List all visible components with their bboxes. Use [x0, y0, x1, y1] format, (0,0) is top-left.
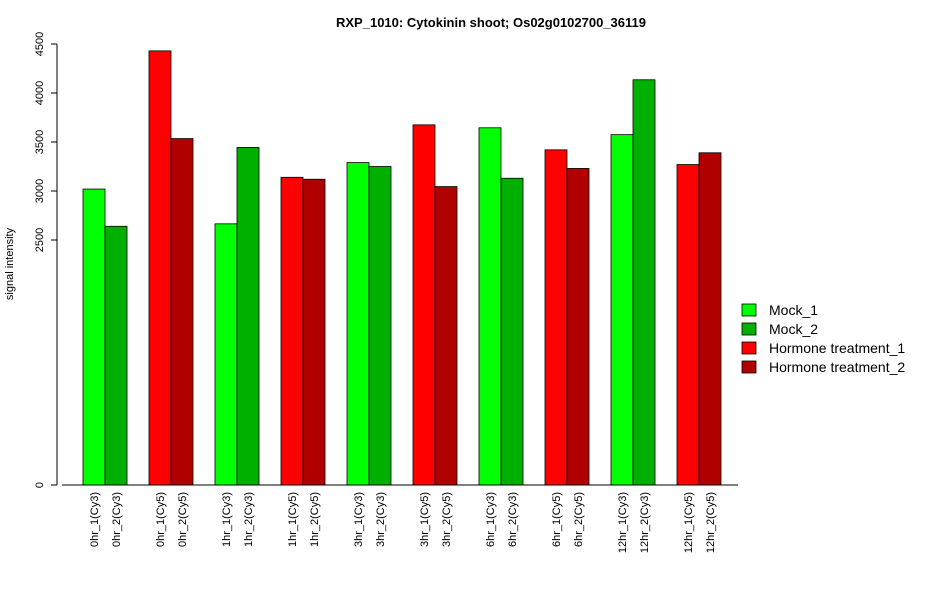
- x-tick-label: 12hr_1(Cy3): [617, 492, 629, 553]
- bar: [412, 124, 436, 486]
- y-axis-label: signal intensity: [4, 227, 16, 300]
- x-tick-label: 6hr_1(Cy5): [551, 492, 563, 547]
- x-tick-label: 1hr_1(Cy5): [287, 492, 299, 547]
- x-tick-label: 3hr_2(Cy3): [375, 492, 387, 547]
- bar: [610, 134, 634, 486]
- bar: [368, 166, 392, 486]
- x-tick-label: 1hr_1(Cy3): [221, 492, 233, 547]
- y-tick-label: 4500: [34, 32, 46, 56]
- bar: [302, 178, 326, 486]
- bar: [500, 177, 524, 486]
- x-tick-label: 0hr_2(Cy3): [111, 492, 123, 547]
- bar: [346, 162, 370, 486]
- bar: [566, 168, 590, 486]
- x-tick-label: 0hr_2(Cy5): [177, 492, 189, 547]
- y-tick-label: 2500: [34, 228, 46, 252]
- legend-label: Mock_2: [769, 321, 818, 337]
- legend-swatch: [741, 360, 757, 374]
- y-axis: 0 2500 3000 3500 4000 4500: [34, 32, 58, 488]
- bar: [214, 223, 238, 486]
- x-tick-label: 12hr_1(Cy5): [683, 492, 695, 553]
- legend-label: Hormone treatment_1: [769, 340, 905, 356]
- legend-label: Hormone treatment_2: [769, 359, 905, 375]
- chart-title: RXP_1010: Cytokinin shoot; Os02g0102700_…: [336, 15, 646, 30]
- bar: [478, 127, 502, 486]
- x-tick-label: 6hr_2(Cy3): [507, 492, 519, 547]
- bar: [698, 152, 722, 486]
- y-tick-label: 3500: [34, 130, 46, 154]
- bar: [434, 186, 458, 486]
- x-tick-label: 3hr_1(Cy5): [419, 492, 431, 547]
- bar: [104, 225, 128, 486]
- bar: [148, 50, 172, 486]
- x-tick-label: 1hr_2(Cy3): [243, 492, 255, 547]
- bar: [236, 146, 260, 486]
- x-tick-label: 0hr_1(Cy3): [89, 492, 101, 547]
- x-tick-label: 0hr_1(Cy5): [155, 492, 167, 547]
- bar: [280, 176, 304, 486]
- legend-swatch: [741, 341, 757, 355]
- x-axis: 0hr_1(Cy3) 0hr_2(Cy3) 0hr_1(Cy5) 0hr_2(Cy5)…: [62, 484, 738, 553]
- legend-swatch: [741, 303, 757, 317]
- bar: [170, 138, 194, 486]
- y-tick-label: 4000: [34, 81, 46, 105]
- legend: Mock_1 Mock_2 Hormone treatment_1 Hormone t…: [741, 302, 905, 375]
- x-tick-label: 12hr_2(Cy3): [639, 492, 651, 553]
- x-tick-label: 3hr_2(Cy5): [441, 492, 453, 547]
- y-tick-label: 3000: [34, 179, 46, 203]
- x-tick-label: 3hr_1(Cy3): [353, 492, 365, 547]
- x-tick-label: 6hr_2(Cy5): [573, 492, 585, 547]
- bar: [82, 188, 106, 486]
- bar: [676, 164, 700, 486]
- x-tick-label: 12hr_2(Cy5): [705, 492, 717, 553]
- bar: [632, 79, 656, 486]
- legend-label: Mock_1: [769, 302, 818, 318]
- bars: [82, 50, 722, 486]
- legend-swatch: [741, 322, 757, 336]
- x-tick-label: 1hr_2(Cy5): [309, 492, 321, 547]
- x-tick-label: 6hr_1(Cy3): [485, 492, 497, 547]
- y-tick-label: 0: [34, 482, 46, 488]
- bar: [544, 149, 568, 486]
